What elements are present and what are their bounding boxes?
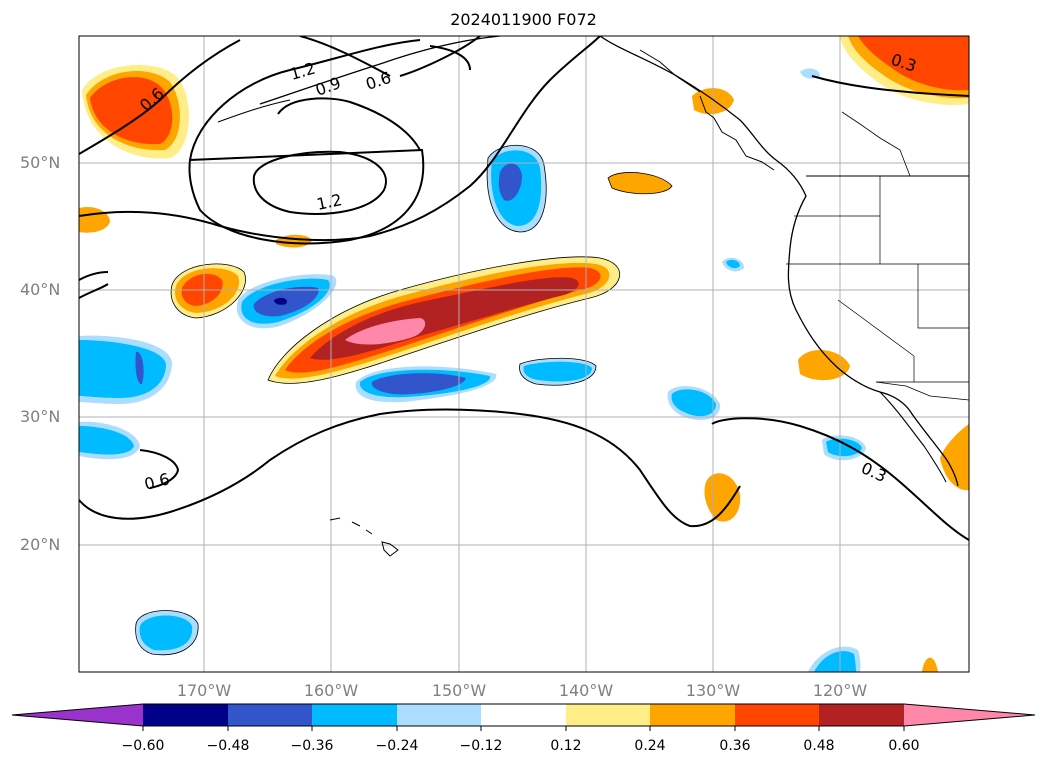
anomaly-168w-positive (171, 263, 246, 318)
map-title: 2024011900 F072 (450, 10, 597, 29)
anomaly-126w-negative (722, 257, 744, 272)
colorbar-tick-label: 0.12 (550, 738, 582, 754)
hawaii-islands (329, 517, 399, 557)
us-state-borders (786, 176, 969, 383)
colorbar-segment (228, 704, 312, 726)
contour-label: 0.6 (142, 469, 171, 494)
colorbar-tick-marks (142, 726, 905, 731)
anomaly-west-edge-positive (79, 206, 110, 233)
contour-label: 0.6 (363, 68, 393, 94)
colorbar-tick-label: −0.12 (459, 738, 503, 754)
bc-border (841, 111, 911, 177)
colorbar-tick-label: 0.48 (803, 738, 835, 754)
contour-0.6-north (79, 36, 601, 242)
contour-0.9-arc (277, 97, 421, 151)
colorbar-segment (650, 704, 735, 726)
coastlines (217, 36, 969, 557)
gridlines (79, 36, 969, 672)
anomaly-121w-negative (822, 435, 866, 461)
contour-label: 1.2 (315, 190, 344, 214)
colorbar-tick-label: −0.36 (290, 738, 334, 754)
anomaly-162w-negative (236, 274, 337, 329)
anomaly-south-positive (922, 657, 938, 672)
map-frame (78, 35, 970, 673)
colorbar-tick-label: −0.48 (206, 738, 250, 754)
anomaly-mexico-positive (940, 424, 969, 491)
colorbar-segment (397, 704, 481, 726)
contour-0.3-ne (811, 75, 969, 97)
anomaly-outlines (135, 144, 673, 656)
lat-label: 30°N (20, 407, 61, 426)
contour-0.6-west-south (139, 449, 180, 489)
anomaly-145w-negative (487, 145, 547, 232)
contour-label: 0.3 (858, 458, 889, 486)
north-america-coast (599, 36, 959, 487)
anomaly-west-negative (79, 335, 172, 404)
anomaly-ne-positive (840, 36, 969, 105)
colorbar-tick-label: −0.60 (121, 738, 165, 754)
anomaly-155w-negative (355, 366, 497, 403)
anomaly-130w-negative (667, 386, 721, 420)
anomaly-main-positive (268, 256, 620, 384)
anomaly-nw-positive (82, 64, 189, 159)
mexico-border (875, 381, 969, 401)
colorbar-high-extension (904, 704, 1035, 726)
colorbar-tick-label: 0.36 (719, 738, 751, 754)
anomaly-138w-positive (608, 172, 672, 194)
alaska-peninsula (217, 99, 291, 123)
contour-label: 1.2 (288, 59, 318, 84)
contour-0.3-south (711, 417, 969, 541)
contour-1.2-low (252, 150, 387, 215)
colorbar-low-extension (12, 704, 143, 726)
colorbar (11, 703, 1036, 731)
alaska-coast (259, 36, 501, 105)
baja-coast (879, 391, 947, 483)
lon-label: 130°W (685, 681, 741, 700)
lat-label: 20°N (20, 535, 61, 554)
colorbar-segment (566, 704, 650, 726)
colorbar-segment (735, 704, 819, 726)
colorbar-segment (312, 704, 397, 726)
contour-0.3-west (79, 271, 109, 299)
anomaly-socal-positive (798, 349, 850, 381)
colorbar-segment (819, 704, 904, 726)
contour-lines (79, 36, 969, 541)
anomaly-23n-positive (704, 473, 741, 522)
colorbar-tick-label: 0.60 (888, 738, 920, 754)
anomaly-142w-negative (519, 358, 596, 386)
anomaly-west30n-negative (79, 421, 140, 460)
anomaly-162w-positive (276, 234, 312, 248)
colorbar-segment (143, 704, 228, 726)
lon-label: 150°W (431, 681, 487, 700)
bc-islands (699, 95, 775, 171)
colorbar-tick-label: 0.24 (634, 738, 666, 754)
lat-label: 40°N (20, 280, 61, 299)
lon-label: 160°W (303, 681, 359, 700)
lat-label: 50°N (20, 153, 61, 172)
alaska-panhandle (639, 49, 701, 93)
anomaly-south-negative (135, 610, 199, 655)
contour-0.9-low (188, 39, 471, 245)
lon-label: 120°W (812, 681, 868, 700)
contour-0.6-south (79, 408, 741, 528)
lon-label: 170°W (176, 681, 232, 700)
lon-label: 140°W (558, 681, 614, 700)
anomaly-120w-south-negative (808, 646, 861, 672)
colorbar-segment (481, 704, 566, 726)
shaded-anomalies (79, 36, 969, 672)
colorbar-tick-label: −0.24 (375, 738, 419, 754)
